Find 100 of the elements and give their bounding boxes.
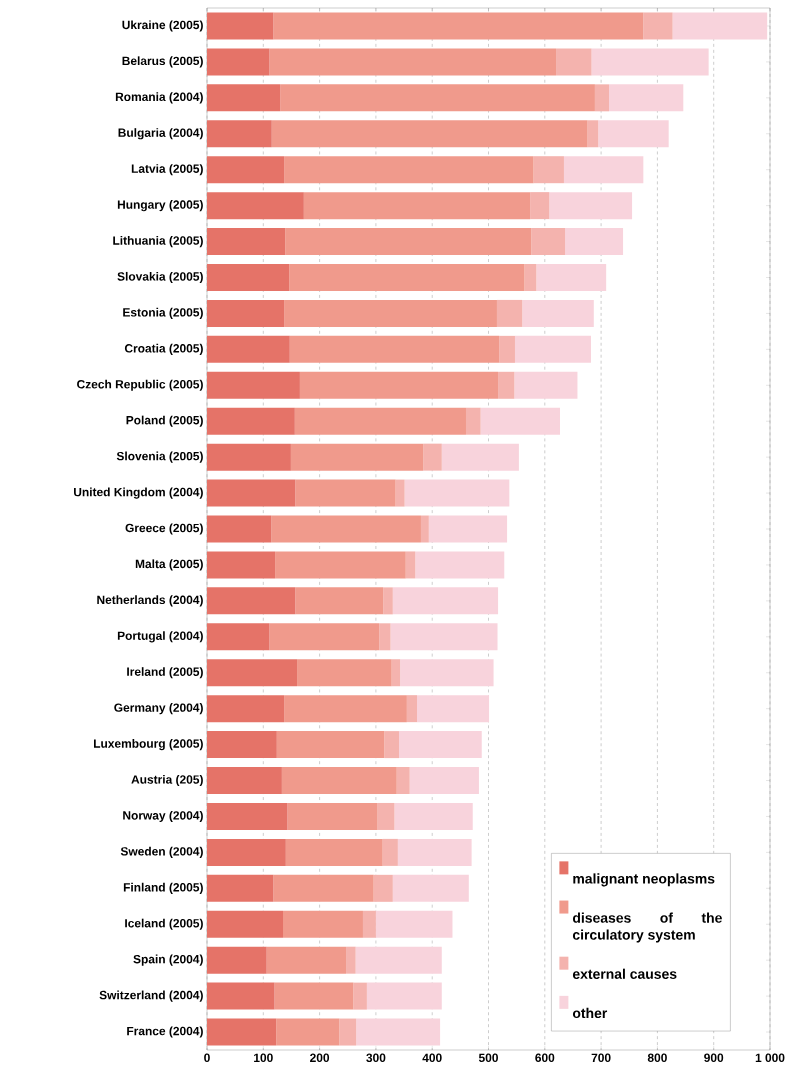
bar [530, 192, 550, 220]
y-tick-label: Portugal (2004) [117, 631, 203, 643]
bar [420, 515, 429, 543]
bar [377, 802, 395, 830]
bar [207, 120, 272, 148]
bar [207, 192, 304, 220]
bar [441, 443, 519, 471]
bar [383, 587, 393, 615]
bar [280, 84, 595, 112]
y-tick-label: Bulgaria (2004) [118, 128, 203, 140]
bar [303, 192, 531, 220]
bar [281, 767, 397, 795]
x-tick-label: 300 [366, 1053, 386, 1063]
bar [207, 228, 286, 256]
bar [384, 731, 399, 759]
bar [498, 371, 515, 399]
y-tick-label: Czech Republic (2005) [77, 379, 203, 391]
bar [480, 407, 561, 435]
bar [356, 1018, 441, 1046]
y-tick-label: Finland (2005) [123, 882, 203, 894]
x-tick-label: 400 [422, 1053, 442, 1062]
bar [465, 407, 481, 435]
bar [269, 623, 380, 651]
bar [271, 120, 588, 148]
legend-label: other [572, 1007, 608, 1019]
x-tick-label: 0 [204, 1053, 210, 1062]
bar [276, 1018, 340, 1046]
bar [524, 263, 537, 291]
bar [366, 982, 442, 1010]
bar [522, 299, 594, 327]
y-tick-label: Netherlands (2004) [97, 595, 203, 607]
bar [207, 767, 282, 795]
bar [392, 874, 469, 902]
y-tick-label: Croatia (2005) [124, 343, 203, 355]
bar [390, 623, 498, 651]
y-tick-label: Poland (2005) [126, 415, 203, 427]
bar [396, 767, 410, 795]
y-tick-label: Slovenia (2005) [116, 451, 203, 463]
bar [207, 587, 296, 615]
x-tick-label: 600 [535, 1053, 555, 1062]
bar [207, 12, 274, 40]
bar [207, 623, 270, 651]
y-tick-label: Ukraine (2005) [122, 20, 203, 32]
y-tick-label: Lithuania (2005) [113, 235, 203, 248]
bar [499, 335, 515, 363]
bar [404, 479, 510, 507]
bar [207, 371, 300, 399]
bar [391, 659, 401, 687]
bar [289, 263, 525, 291]
bar [207, 407, 295, 435]
y-tick-label: Switzerland (2004) [99, 990, 203, 1002]
x-tick-label: 900 [704, 1053, 724, 1062]
bar [398, 731, 482, 759]
bar [643, 12, 673, 40]
x-tick-label: 1 000 [755, 1053, 785, 1062]
y-tick-label: Luxembourg (2005) [94, 739, 203, 751]
y-tick-label: Malta (2005) [135, 559, 203, 571]
bar [565, 228, 624, 256]
bar [339, 1018, 357, 1046]
bar [207, 551, 276, 579]
bar [207, 910, 284, 938]
bar [514, 371, 578, 399]
bar [207, 479, 296, 507]
bar [289, 335, 500, 363]
bar [295, 587, 384, 615]
bar [207, 156, 285, 184]
y-tick-label: Latvia (2005) [131, 164, 203, 176]
bar [563, 156, 644, 184]
bar [598, 120, 669, 148]
x-tick-label: 500 [478, 1053, 498, 1062]
y-tick-label: Austria (205) [131, 774, 203, 787]
bar [271, 515, 421, 543]
y-tick-label: Greece (2005) [125, 523, 203, 535]
bar [284, 695, 407, 723]
bar [273, 874, 374, 902]
bar [591, 48, 709, 76]
y-tick-label: Spain (2004) [133, 954, 203, 966]
bar [285, 838, 383, 866]
bar [207, 731, 277, 759]
bar [394, 802, 473, 830]
bar [556, 48, 592, 76]
y-tick-label: Germany (2004) [114, 703, 203, 715]
bar [395, 479, 405, 507]
x-tick-label: 100 [254, 1053, 273, 1062]
bar [409, 767, 479, 795]
bar [428, 515, 508, 543]
bar [207, 695, 285, 723]
bar [207, 659, 298, 687]
x-tick-label: 800 [647, 1053, 667, 1062]
bar [207, 874, 274, 902]
bar [266, 946, 347, 974]
bar [276, 731, 385, 759]
bar [275, 551, 406, 579]
bar [373, 874, 393, 902]
y-tick-label: Iceland (2005) [125, 918, 203, 930]
bar [587, 120, 599, 148]
bar [207, 84, 281, 112]
bar [382, 838, 398, 866]
legend-label: diseases of the circulatory system [572, 912, 722, 943]
bar [207, 946, 267, 974]
